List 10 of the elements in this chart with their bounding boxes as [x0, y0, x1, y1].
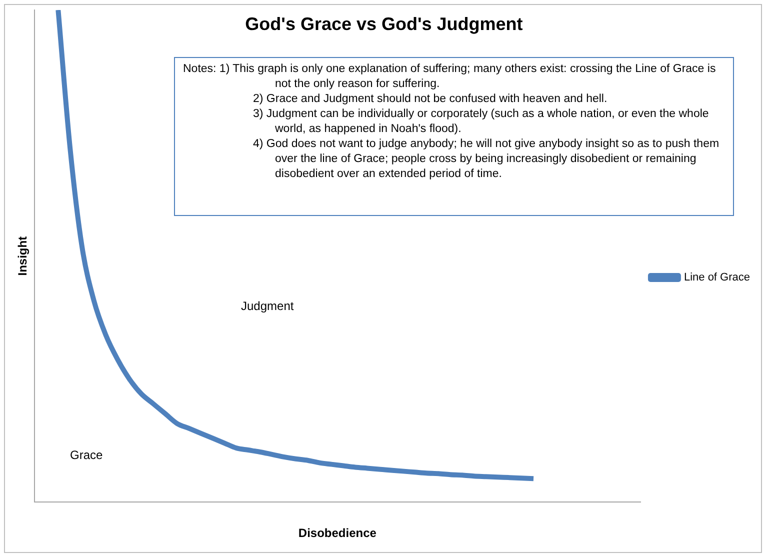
annotation: Judgment: [241, 299, 294, 313]
chart-title: God's Grace vs God's Judgment: [244, 14, 524, 35]
y-axis-title: Insight: [16, 236, 30, 276]
x-axis-title: Disobedience: [298, 526, 377, 540]
legend-label: Line of Grace: [684, 272, 750, 284]
annotation: 3) Judgment can be individually or corporately (such as a whole nation, or even the whole world, as happened in Noah's flood).: [252, 107, 710, 137]
annotation: 2) Grace and Judgment should not be confused with heaven and hell.: [252, 92, 608, 107]
annotation: Grace: [70, 448, 103, 462]
annotation: Notes: 1) This graph is only one explanation of suffering; many others exist: crossing the Line of Grace is not the only reason for suffering.: [183, 62, 717, 92]
annotation: 4) God does not want to judge anybody; he will not give anybody insight so as to push them over the line of Grace; people cross by being increasingly disobedient or remaining disobedient over an extended period of time.: [252, 137, 720, 182]
